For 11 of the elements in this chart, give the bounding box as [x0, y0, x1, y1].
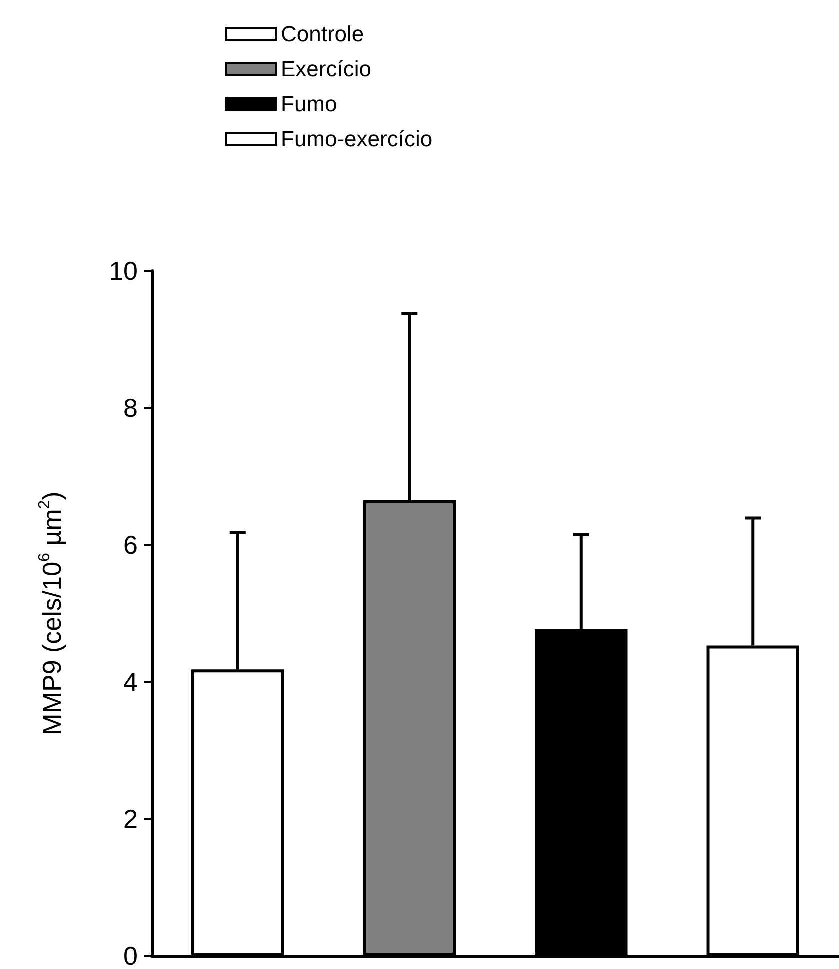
- y-tick-label: 4: [124, 667, 138, 697]
- legend-label: Exercício: [281, 56, 372, 82]
- y-tick-label: 10: [109, 256, 138, 286]
- y-axis-title: MMP9 (cels/106 µm2): [36, 492, 67, 736]
- y-tick-label: 6: [124, 530, 138, 560]
- y-tick-label: 0: [124, 941, 138, 969]
- y-tick-label: 2: [124, 804, 138, 834]
- legend-label: Fumo-exercício: [281, 126, 433, 152]
- legend-label: Fumo: [281, 92, 338, 116]
- legend-label: Controle: [281, 22, 364, 46]
- y-tick-label: 8: [124, 393, 138, 423]
